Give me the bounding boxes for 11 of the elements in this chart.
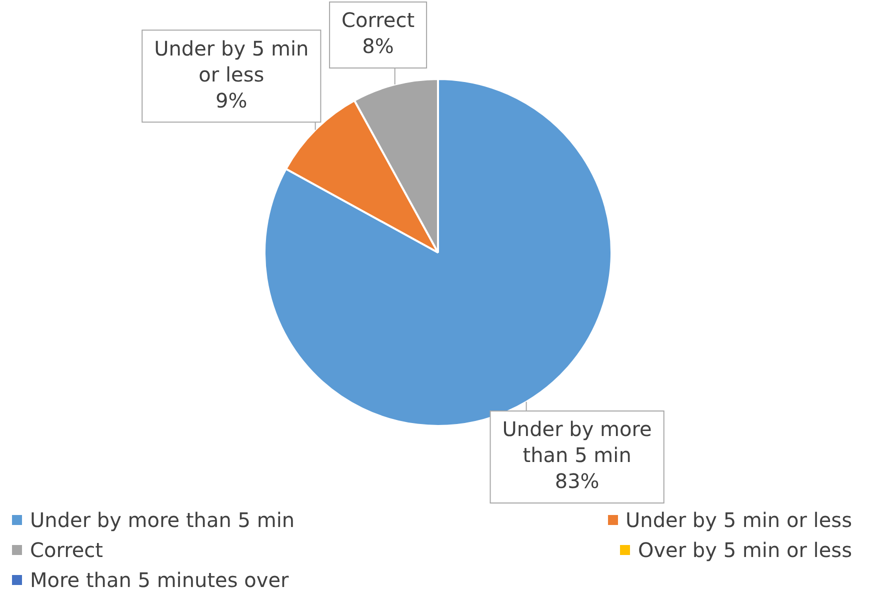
legend-label: More than 5 minutes over	[30, 568, 289, 592]
data-label: 8%	[362, 34, 394, 58]
slice-label: Correct	[342, 8, 415, 32]
slice-label: Under by 5 min or less	[154, 36, 309, 86]
data-label: 9%	[216, 88, 248, 112]
legend-label: Under by more than 5 min	[30, 508, 295, 532]
slice-label: Under by more than 5 min	[502, 417, 652, 468]
data-label: 83%	[554, 469, 600, 494]
legend-label: Under by 5 min or less	[626, 508, 852, 532]
legend-label: Over by 5 min or less	[638, 538, 852, 562]
legend-label: Correct	[30, 538, 103, 562]
